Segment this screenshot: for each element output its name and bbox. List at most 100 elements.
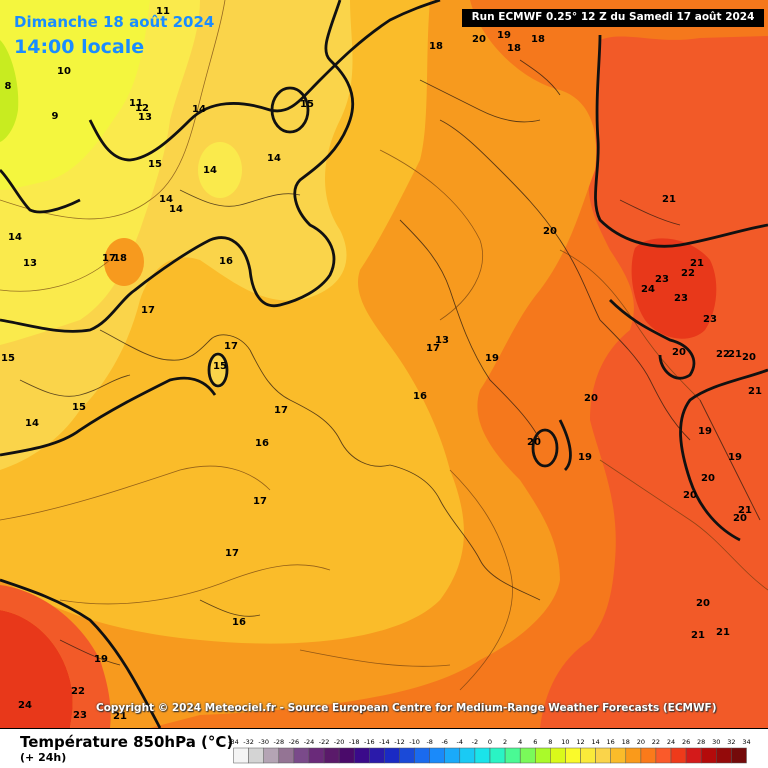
legend-tick-label: 6 <box>533 738 537 746</box>
legend-tick-label: -18 <box>349 738 360 746</box>
legend-swatch <box>685 747 702 764</box>
temperature-label: 23 <box>703 314 717 325</box>
legend-tick-label: -22 <box>319 738 330 746</box>
zone-15-alps-spot <box>208 352 228 388</box>
legend-tick-label: -14 <box>379 738 390 746</box>
legend-swatch <box>474 747 491 764</box>
legend-swatch <box>233 747 249 764</box>
temperature-label: 9 <box>52 111 59 122</box>
zone-10 <box>0 0 150 190</box>
zone-14-massif <box>198 142 242 198</box>
legend-tick-label: -6 <box>441 738 447 746</box>
temperature-label: 14 <box>203 165 217 176</box>
temperature-label: 17 <box>224 341 238 352</box>
legend-swatch <box>535 747 551 764</box>
legend-swatch <box>610 747 627 764</box>
zone-22-southwest <box>0 585 111 728</box>
legend-swatch <box>595 747 611 764</box>
temperature-label: 21 <box>691 630 705 641</box>
legend-swatch <box>278 747 295 764</box>
legend-swatch <box>353 747 370 764</box>
temperature-label: 18 <box>113 253 127 264</box>
temperature-label: 20 <box>742 352 756 363</box>
temperature-label: 17 <box>102 253 116 264</box>
temperature-label: 15 <box>72 402 86 413</box>
temperature-label: 21 <box>662 194 676 205</box>
temperature-label: 20 <box>527 437 541 448</box>
temperature-label: 13 <box>23 258 37 269</box>
temperature-label: 11 <box>129 98 143 109</box>
legend-tick-label: -20 <box>334 738 345 746</box>
legend-swatch <box>716 747 732 764</box>
legend-tick-label: 14 <box>591 738 599 746</box>
temperature-label: 21 <box>690 258 704 269</box>
legend-tick-label: 34 <box>742 738 750 746</box>
legend-swatch <box>580 747 596 764</box>
temperature-label: 20 <box>696 598 710 609</box>
legend-swatch <box>504 747 521 764</box>
temperature-label: 24 <box>18 700 32 711</box>
legend-swatch <box>429 747 446 764</box>
legend-tick-label: 22 <box>652 738 660 746</box>
temperature-label: 20 <box>701 473 715 484</box>
legend-tick-label: -32 <box>243 738 254 746</box>
legend-tick-label: 18 <box>622 738 630 746</box>
temperature-label: 21 <box>728 349 742 360</box>
legend-tick-label: -30 <box>258 738 269 746</box>
temperature-label: 22 <box>71 686 85 697</box>
zone-8 <box>0 40 19 142</box>
temperature-label: 18 <box>429 41 443 52</box>
legend-swatch <box>519 747 536 764</box>
temperature-label: 23 <box>674 293 688 304</box>
legend-swatch <box>459 747 476 764</box>
legend-tick-label: 32 <box>727 738 735 746</box>
legend-swatch <box>338 747 355 764</box>
temperature-label: 17 <box>225 548 239 559</box>
temperature-label: 12 <box>135 103 149 114</box>
temperature-label: 20 <box>472 34 486 45</box>
temperature-label: 20 <box>683 490 697 501</box>
temperature-label: 14 <box>169 204 183 215</box>
legend-swatch <box>731 747 747 764</box>
temperature-label: 19 <box>485 353 499 364</box>
forecast-time: 14:00 locale <box>14 36 144 58</box>
run-info-text: Run ECMWF 0.25° 12 Z du Samedi 17 août 2… <box>471 11 755 23</box>
temperature-label: 16 <box>219 256 233 267</box>
legend-tick-label: -16 <box>364 738 375 746</box>
temperature-label: 19 <box>698 426 712 437</box>
temperature-label: 13 <box>138 112 152 123</box>
zone-24-southwest <box>0 610 73 728</box>
legend-tick-label: -24 <box>304 738 315 746</box>
temperature-label: 15 <box>148 159 162 170</box>
temperature-label: 22 <box>681 268 695 279</box>
temperature-label: 15 <box>300 99 314 110</box>
temperature-label: 17 <box>141 305 155 316</box>
legend-tick-label: -26 <box>289 738 300 746</box>
legend-tick-label: 26 <box>682 738 690 746</box>
temperature-label: 23 <box>73 710 87 721</box>
legend-tick-label: 12 <box>576 738 584 746</box>
temperature-label: 22 <box>716 349 730 360</box>
legend-swatch <box>399 747 415 764</box>
temperature-label: 19 <box>94 654 108 665</box>
temperature-label: 14 <box>8 232 22 243</box>
run-info-bar: Run ECMWF 0.25° 12 Z du Samedi 17 août 2… <box>462 9 764 27</box>
legend-swatch <box>625 747 642 764</box>
temperature-label: 21 <box>716 627 730 638</box>
temperature-label: 8 <box>5 81 12 92</box>
legend-subtitle: (+ 24h) <box>20 751 67 764</box>
legend-swatch <box>369 747 385 764</box>
legend-tick-label: 8 <box>548 738 552 746</box>
temperature-label: 16 <box>255 438 269 449</box>
legend-tick-label: -34 <box>228 738 239 746</box>
temperature-label: 19 <box>728 452 742 463</box>
legend-swatch <box>444 747 461 764</box>
legend-tick-label: -2 <box>472 738 478 746</box>
temperature-label: 14 <box>159 194 173 205</box>
legend-swatch <box>414 747 430 764</box>
isotherm-lines <box>0 0 768 691</box>
temperature-label: 18 <box>507 43 521 54</box>
temperature-label: 15 <box>1 353 15 364</box>
